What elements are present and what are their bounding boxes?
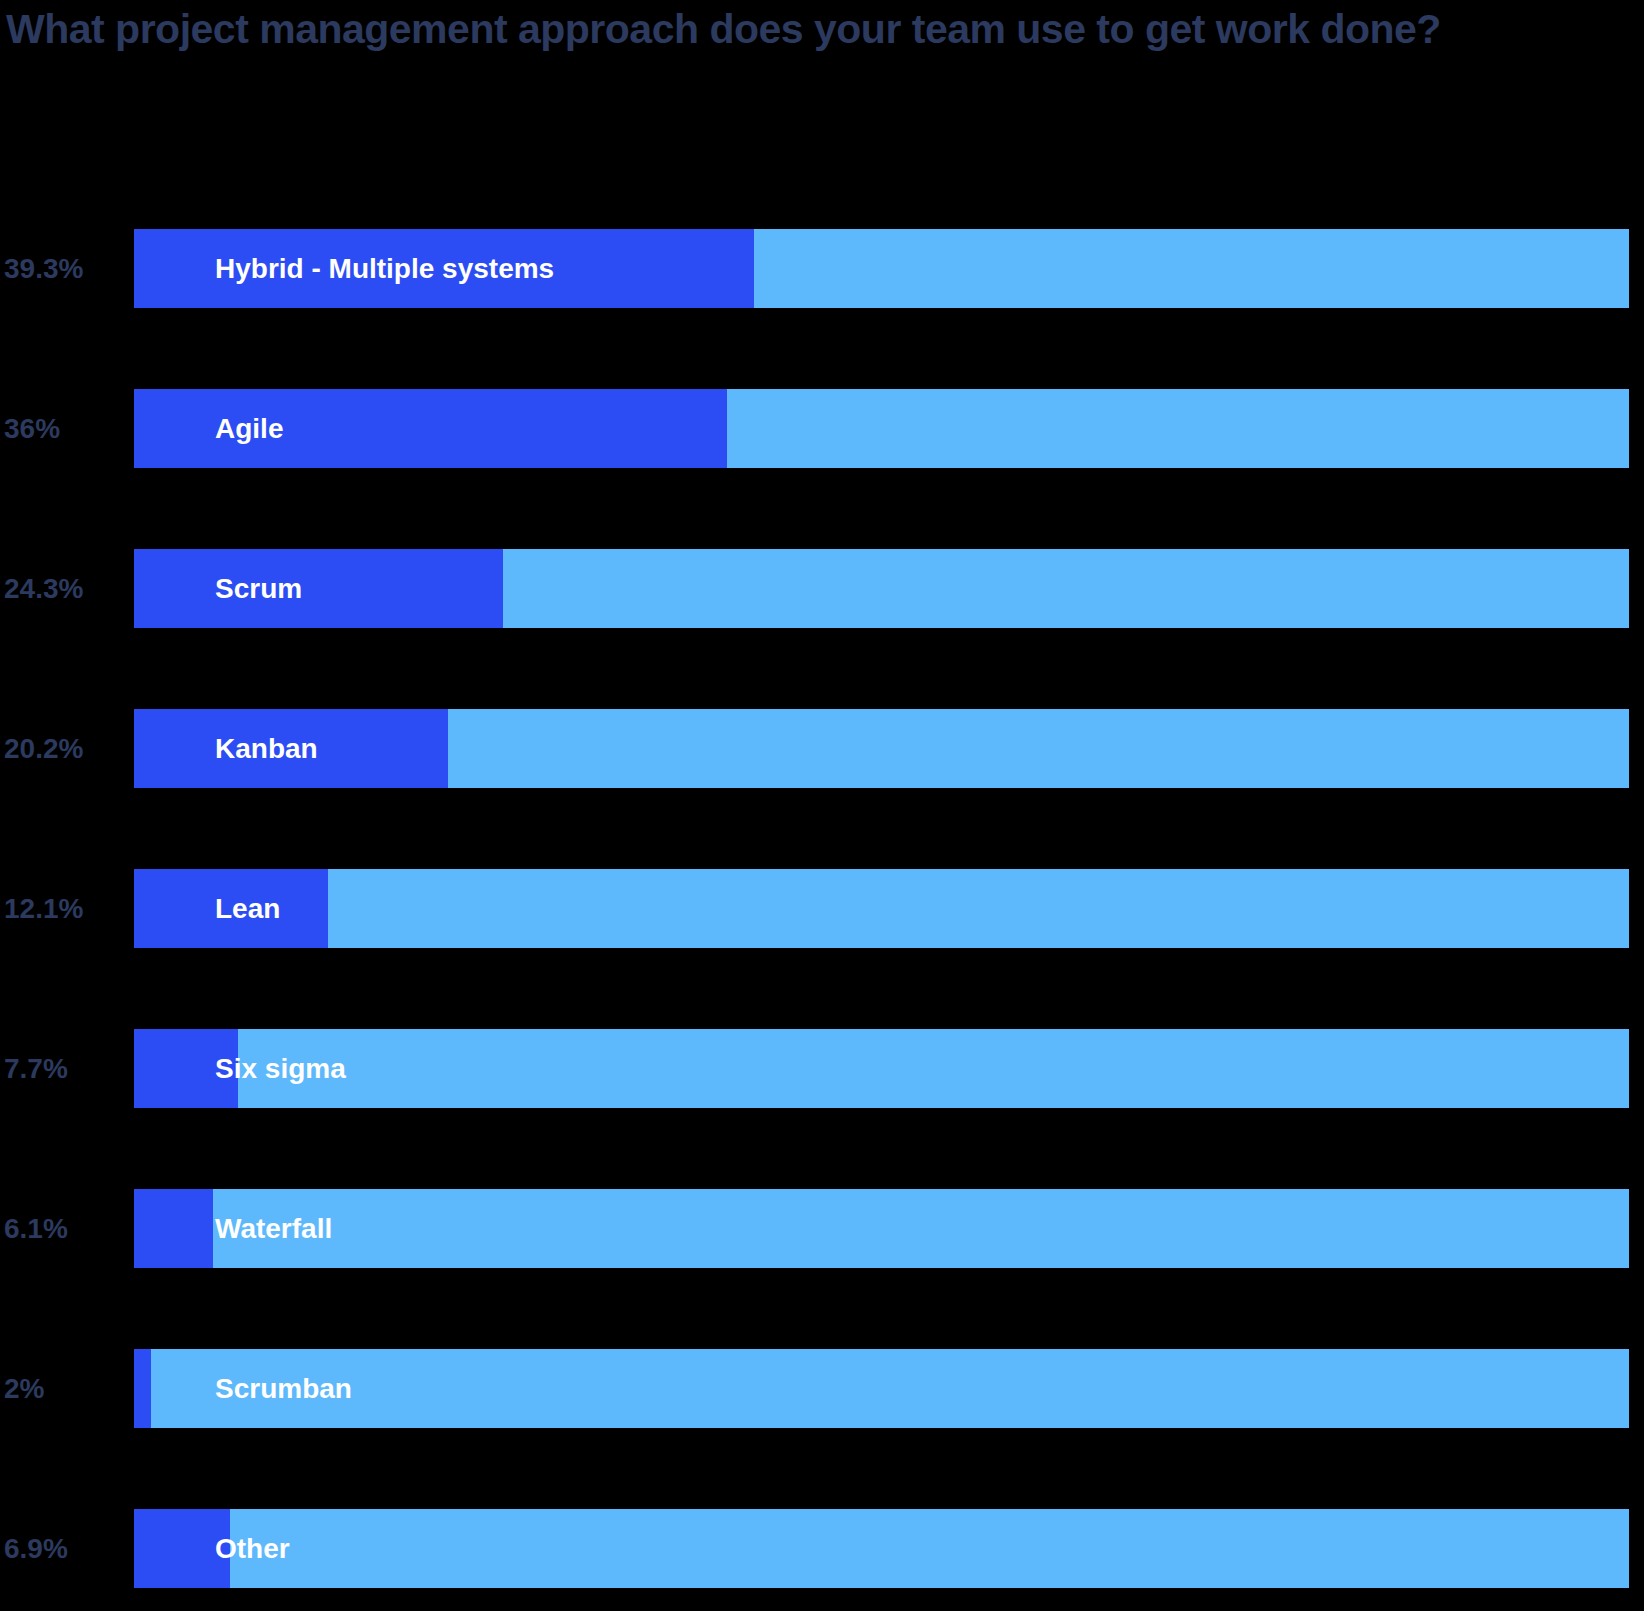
bar-fill [134,549,503,628]
bar-category-label: Scrumban [215,1373,352,1405]
bar-track: Six sigma [134,1029,1629,1108]
bar-category-label: Other [215,1533,290,1565]
bar-track: Lean [134,869,1629,948]
chart-row-kanban: 20.2% Kanban [0,709,1644,788]
value-label: 39.3% [0,253,134,285]
chart-row-six-sigma: 7.7% Six sigma [0,1029,1644,1108]
bar-track: Scrum [134,549,1629,628]
chart-row-lean: 12.1% Lean [0,869,1644,948]
chart-row-agile: 36% Agile [0,389,1644,468]
value-label: 24.3% [0,573,134,605]
chart-row-scrum: 24.3% Scrum [0,549,1644,628]
value-label: 12.1% [0,893,134,925]
chart-canvas: What project management approach does yo… [0,0,1644,1611]
value-label: 6.1% [0,1213,134,1245]
bar-chart: 39.3% Hybrid - Multiple systems 36% Agil… [0,229,1644,1588]
bar-fill [134,1189,213,1268]
chart-title: What project management approach does yo… [6,6,1606,53]
value-label: 36% [0,413,134,445]
value-label: 7.7% [0,1053,134,1085]
value-label: 20.2% [0,733,134,765]
bar-category-label: Lean [215,893,280,925]
bar-track: Agile [134,389,1629,468]
chart-row-waterfall: 6.1% Waterfall [0,1189,1644,1268]
bar-category-label: Six sigma [215,1053,346,1085]
chart-row-hybrid: 39.3% Hybrid - Multiple systems [0,229,1644,308]
bar-category-label: Kanban [215,733,318,765]
value-label: 6.9% [0,1533,134,1565]
bar-track: Scrumban [134,1349,1629,1428]
bar-category-label: Agile [215,413,283,445]
value-label: 2% [0,1373,134,1405]
chart-row-scrumban: 2% Scrumban [0,1349,1644,1428]
bar-track: Hybrid - Multiple systems [134,229,1629,308]
bar-track: Other [134,1509,1629,1588]
bar-fill [134,1349,151,1428]
bar-category-label: Hybrid - Multiple systems [215,253,554,285]
bar-track: Waterfall [134,1189,1629,1268]
bar-track: Kanban [134,709,1629,788]
bar-category-label: Scrum [215,573,302,605]
chart-row-other: 6.9% Other [0,1509,1644,1588]
bar-category-label: Waterfall [215,1213,332,1245]
